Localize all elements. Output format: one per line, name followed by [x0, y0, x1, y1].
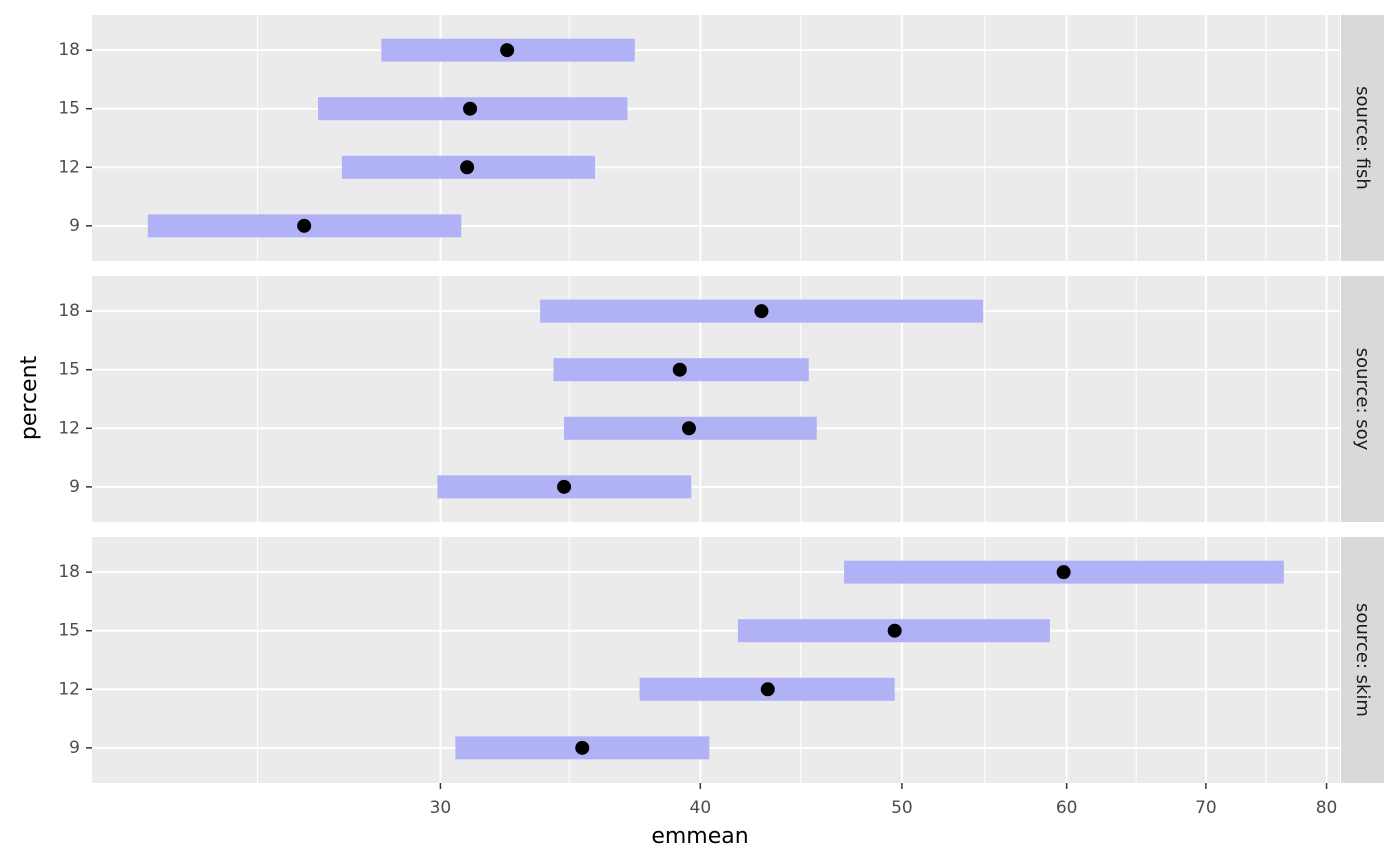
strip-background — [1341, 276, 1384, 522]
point — [672, 362, 687, 377]
strip-background — [1341, 537, 1384, 783]
y-tick-label: 18 — [58, 562, 80, 582]
strip-label: source: soy — [1352, 348, 1373, 451]
x-tick-label: 80 — [1316, 798, 1338, 818]
y-tick-label: 18 — [58, 301, 80, 321]
point — [460, 160, 475, 175]
x-tick-label: 60 — [1056, 798, 1078, 818]
point — [557, 479, 572, 494]
x-tick-label: 50 — [891, 798, 913, 818]
y-tick-label: 12 — [58, 679, 80, 699]
y-tick-label: 15 — [58, 360, 80, 380]
y-tick-label: 9 — [69, 216, 80, 236]
x-tick-label: 30 — [430, 798, 452, 818]
strip-background — [1341, 15, 1384, 261]
point — [681, 421, 696, 436]
point — [575, 740, 590, 755]
point — [463, 101, 478, 116]
point — [754, 304, 769, 319]
y-tick-label: 12 — [58, 157, 80, 177]
strip-label: source: fish — [1352, 86, 1373, 190]
x-axis-title: emmean — [651, 824, 748, 849]
y-tick-label: 12 — [58, 418, 80, 438]
point — [760, 682, 775, 697]
y-axis-title: percent — [17, 355, 42, 440]
point — [297, 218, 312, 233]
y-tick-label: 15 — [58, 621, 80, 641]
y-tick-label: 9 — [69, 477, 80, 497]
strip-label: source: skim — [1352, 603, 1373, 717]
point — [1056, 565, 1071, 580]
y-tick-label: 9 — [69, 738, 80, 758]
y-tick-label: 18 — [58, 40, 80, 60]
point — [500, 43, 515, 58]
x-tick-label: 70 — [1195, 798, 1217, 818]
y-tick-label: 15 — [58, 99, 80, 119]
x-tick-label: 40 — [690, 798, 712, 818]
point — [887, 623, 902, 638]
